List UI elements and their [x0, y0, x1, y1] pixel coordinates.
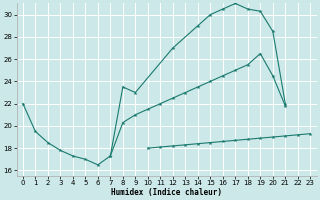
X-axis label: Humidex (Indice chaleur): Humidex (Indice chaleur): [111, 188, 222, 197]
